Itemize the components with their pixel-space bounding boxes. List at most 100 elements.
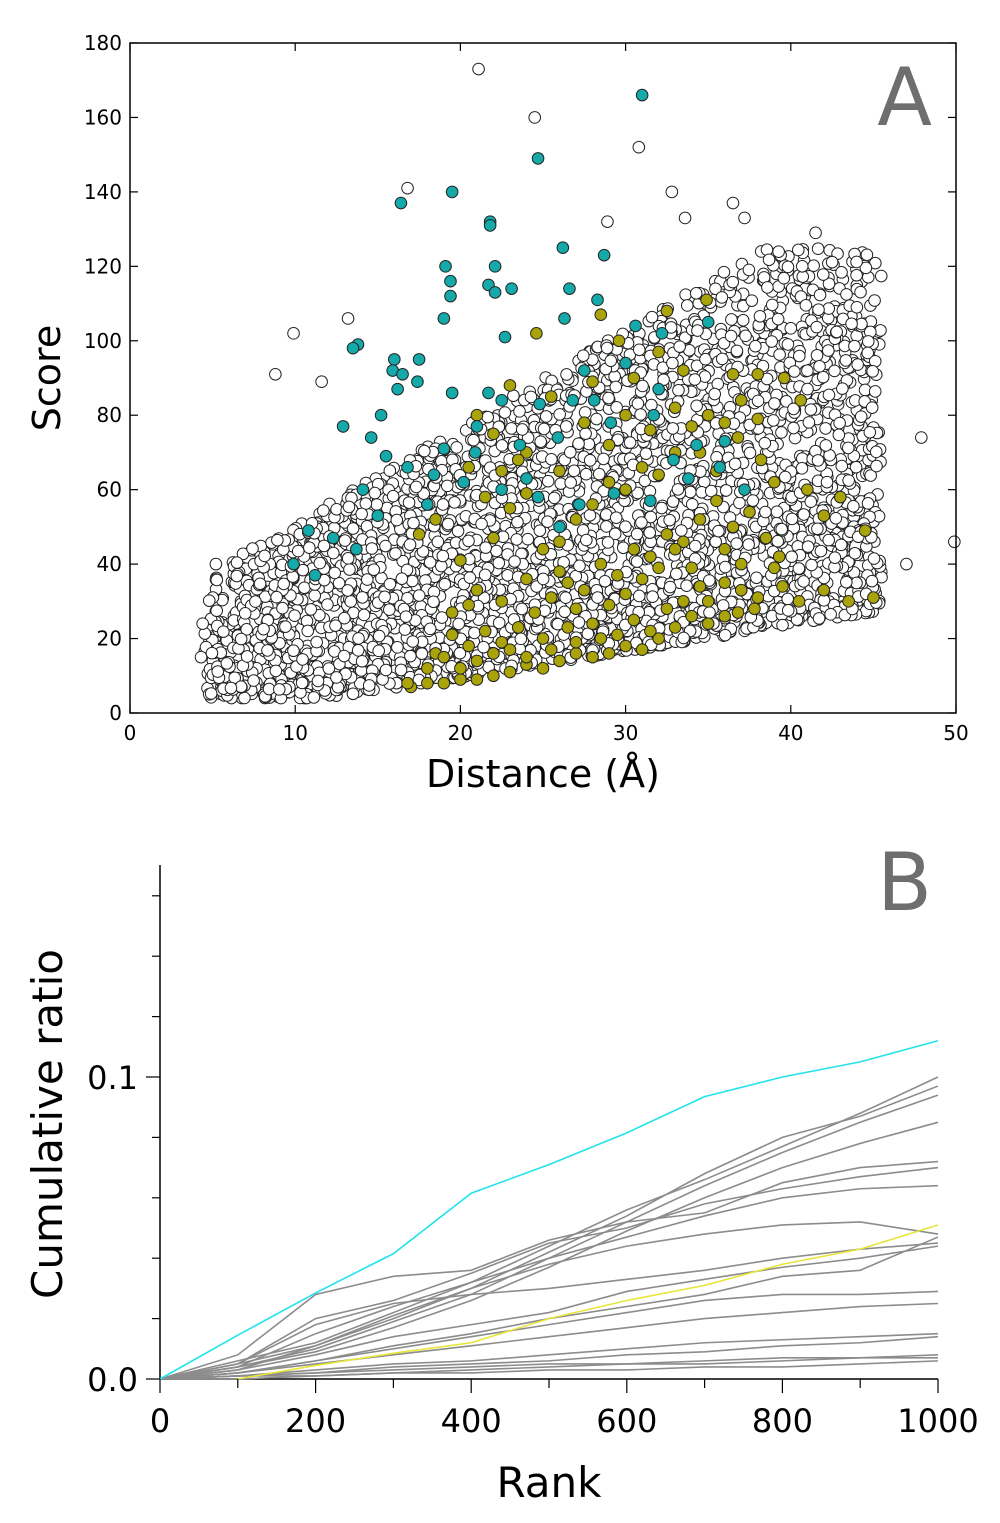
scatter-point [531,152,545,165]
scatter-point [388,353,401,366]
scatter-point [401,676,414,690]
y-tick-label: 120 [84,254,122,278]
scatter-point-background [702,574,716,587]
scatter-point [569,635,583,649]
panel-a-letter: A [877,51,932,144]
scatter-point-background [791,243,805,257]
scatter-point-background [631,397,645,410]
scatter-point-background [776,618,789,632]
scatter-point-background [685,497,699,511]
scatter-point [462,461,475,474]
scatter-point-background [690,399,703,413]
scatter-point-background [673,340,686,353]
scatter-point-background [383,577,397,591]
scatter-point [718,434,732,448]
scatter-point-background [448,496,461,509]
scatter-point-background [797,508,811,521]
scatter-point-background [767,414,780,427]
scatter-point-background [564,476,577,489]
scatter-point-background [360,573,374,586]
scatter-point-background [738,211,751,225]
scatter-point-background [825,255,839,269]
scatter-point-background [869,445,883,459]
scatter-point [379,449,393,463]
scatter-point-background [240,650,254,663]
scatter-point [412,353,426,366]
scatter-point [445,386,459,400]
scatter-point-background [778,470,792,484]
scatter-point-background [810,320,823,334]
scatter-point-background [811,242,825,255]
scatter-point [531,490,545,504]
scatter-point [478,490,492,504]
scatter-point-background [793,349,806,363]
scatter-point-background [258,549,271,563]
scatter-point [701,617,715,630]
scatter-point-background [362,679,376,692]
scatter-point-background [338,534,352,547]
scatter-point-background [196,617,209,630]
scatter-point-background [813,288,827,302]
scatter-point [767,561,781,575]
scatter-point [677,364,690,377]
scatter-point-background [730,344,744,358]
panel-b-y-ticks: 0.0 0.1 [87,895,160,1399]
scatter-point-background [751,394,765,408]
scatter-point-background [383,603,396,617]
scatter-point-background [409,480,423,494]
scatter-point-background [715,291,729,304]
scatter-point [652,345,665,359]
y-tick-label: 180 [84,31,122,55]
scatter-point-background [344,595,358,608]
scatter-point [754,453,768,467]
panel-b-x-ticks: 0 200 400 600 800 1000 [150,1379,979,1440]
scatter-point [677,535,690,549]
scatter-point-background [533,524,547,537]
scatter-point-background [441,517,455,531]
scatter-point-background [860,248,874,262]
scatter-point-background [341,312,355,325]
scatter-point-background [851,358,864,371]
scatter-point [470,408,484,422]
scatter-point-background [834,538,848,552]
scatter-point-background [801,382,814,396]
scatter-point-background [745,294,759,307]
scatter-point-background [572,616,586,629]
scatter-point-background [378,590,391,604]
scatter-point [612,334,626,348]
scatter-point [427,468,441,482]
scatter-point-background [355,654,369,668]
scatter-point-background [337,649,351,663]
scatter-point [776,580,789,593]
series-line [159,1302,939,1380]
scatter-point-background [646,590,659,604]
scatter-point [731,606,745,619]
scatter-point [604,416,618,429]
scatter-point-background [630,527,644,541]
scatter-point-background [812,612,826,625]
scatter-point-background [900,557,913,571]
scatter-point-background [597,452,610,466]
scatter-point-background [680,579,693,593]
scatter-point-background [558,605,571,619]
scatter-point [513,438,527,452]
scatter-point-background [870,459,883,473]
scatter-point [566,394,580,407]
scatter-point-background [772,245,785,258]
scatter-point-background [784,322,798,335]
scatter-point [470,583,484,597]
scatter-point-background [370,498,384,511]
scatter-point [468,446,482,459]
scatter-point-background [311,674,325,688]
scatter-point [738,483,751,496]
series-line [159,1221,939,1380]
scatter-point-background [479,541,492,554]
scatter-point [668,401,682,415]
scatter-point-background [805,558,818,572]
scatter-point-background [204,687,218,700]
scatter-point [573,498,586,511]
scatter-point-background [304,603,318,616]
scatter-point-background [811,454,825,467]
scatter-point-background [452,617,465,631]
scatter-point-background [666,422,680,435]
